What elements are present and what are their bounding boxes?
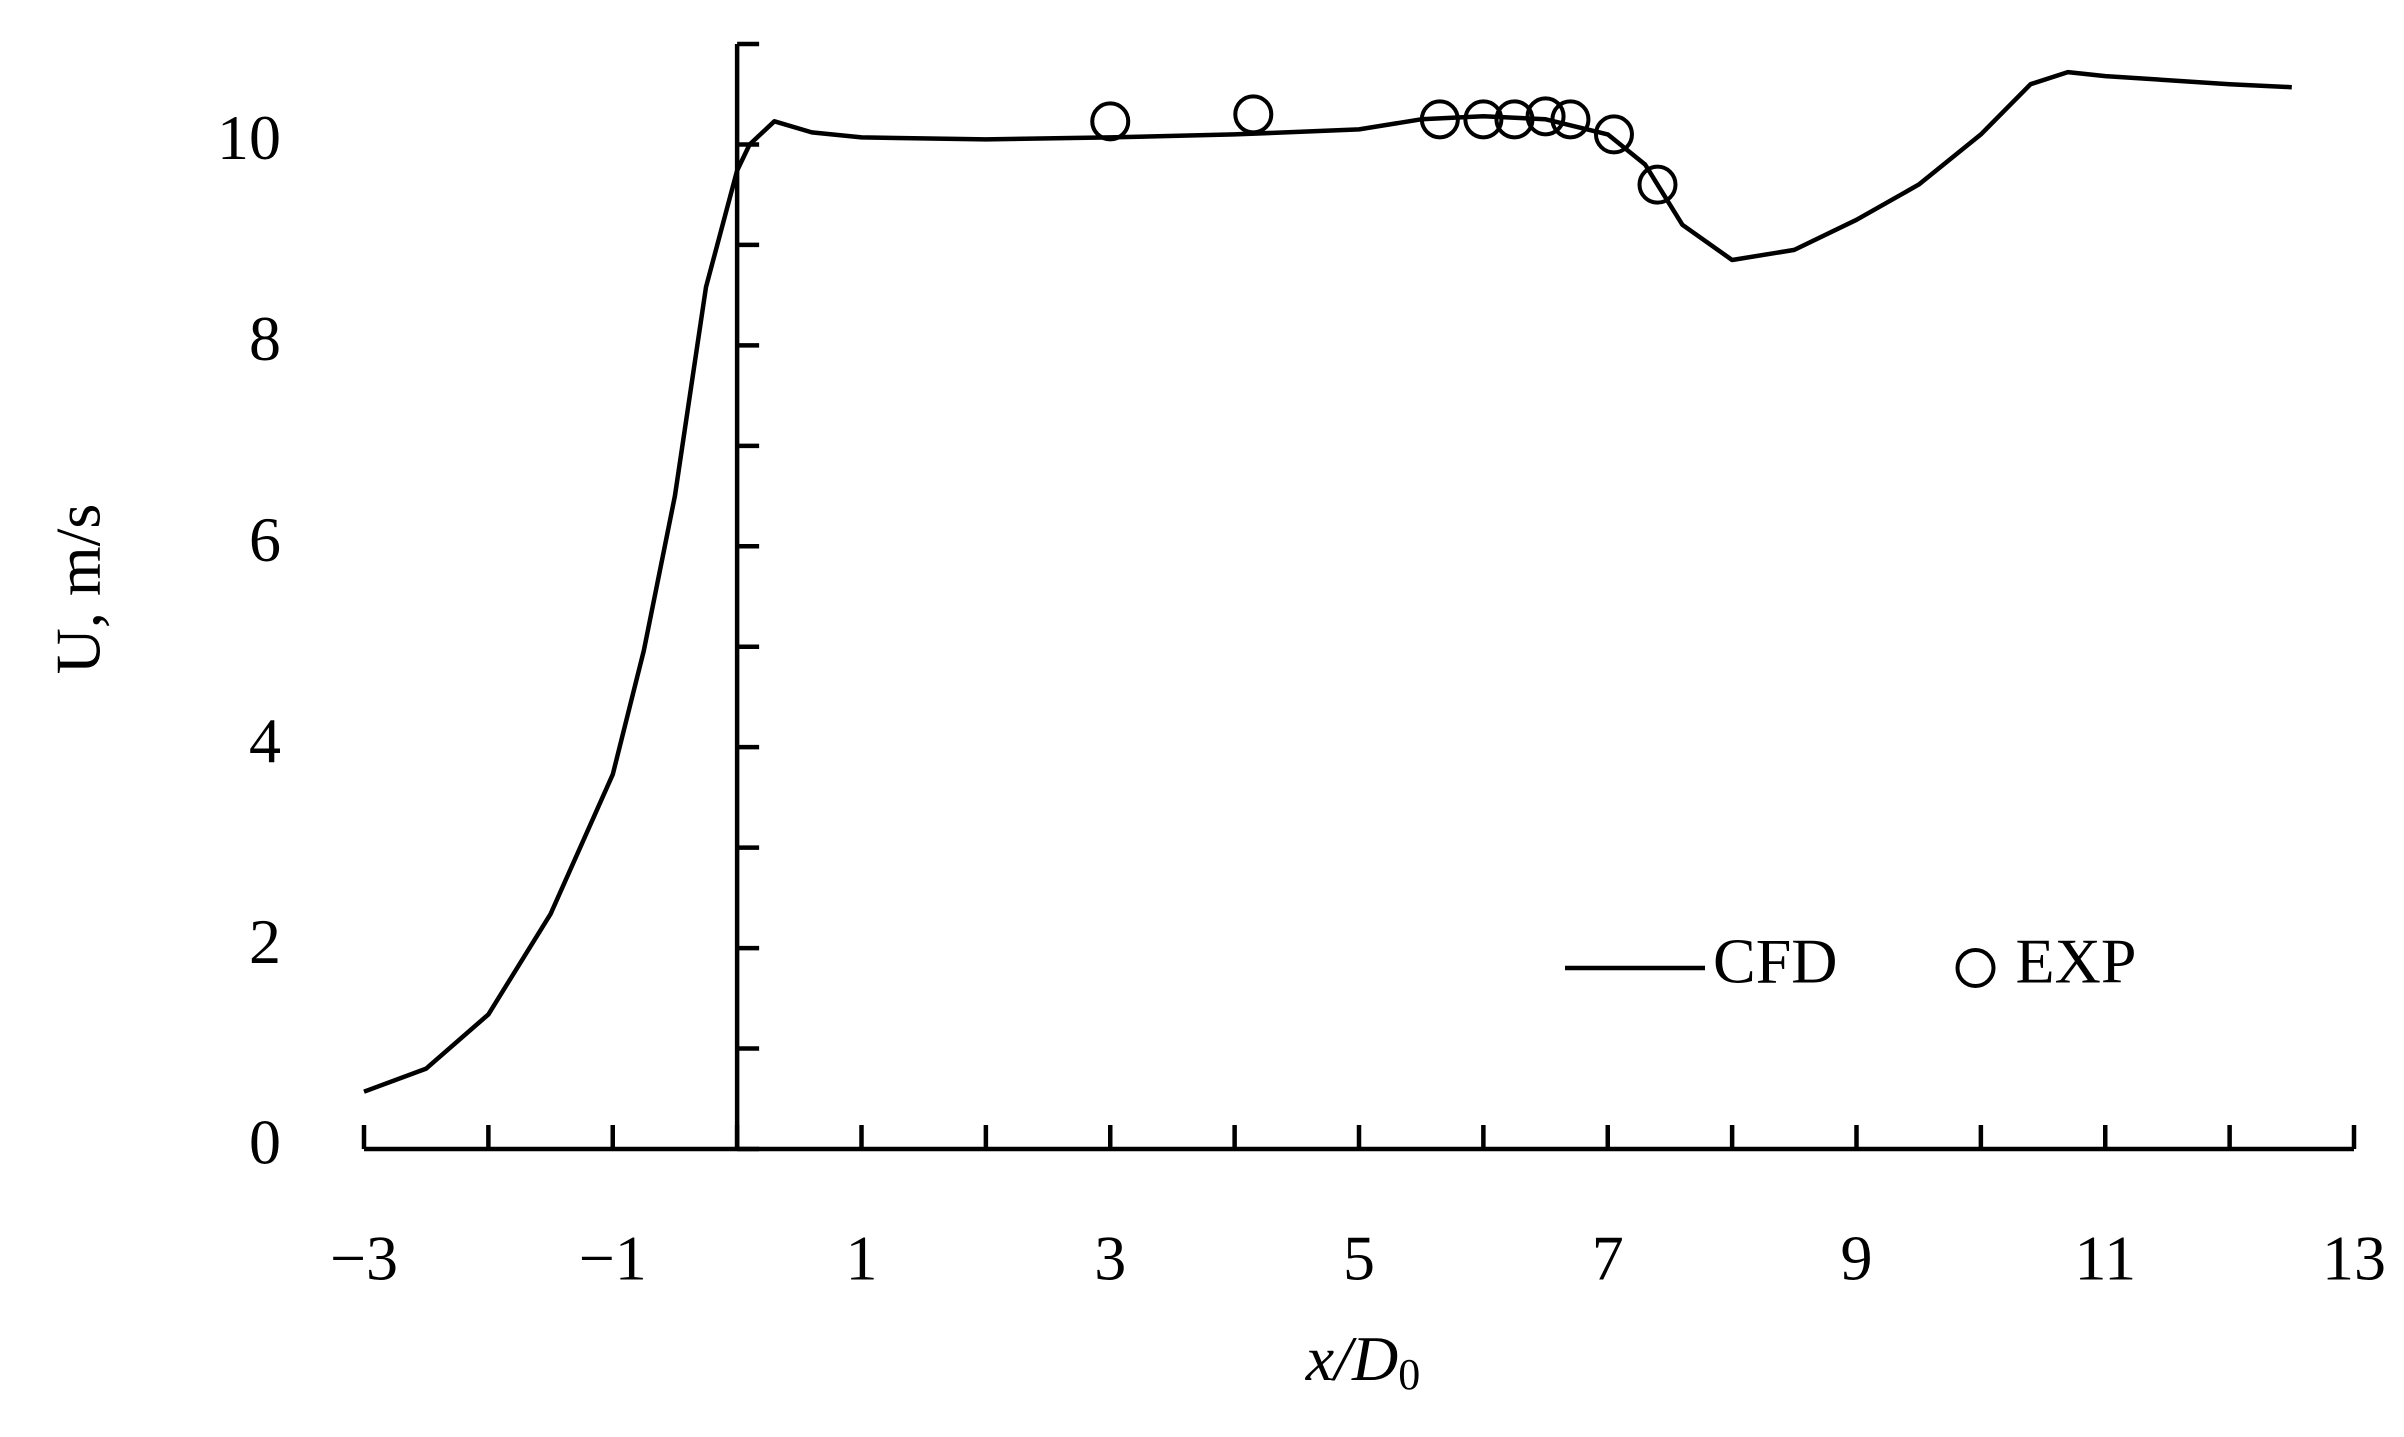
x-tick-label: 13 xyxy=(2322,1223,2386,1294)
exp-point xyxy=(1090,101,1131,142)
exp-point xyxy=(1550,99,1591,140)
x-axis-label-main: x/D xyxy=(1305,1323,1398,1394)
x-tick-label: 7 xyxy=(1592,1223,1624,1294)
exp-point xyxy=(1494,99,1535,140)
exp-point xyxy=(1233,94,1274,135)
y-tick-label: 8 xyxy=(249,303,281,374)
x-tick-label: 9 xyxy=(1841,1223,1873,1294)
legend-marker xyxy=(1955,948,1996,988)
x-tick-label: 1 xyxy=(846,1223,878,1294)
x-tick-label: 5 xyxy=(1343,1223,1375,1294)
x-tick-label: −3 xyxy=(330,1223,398,1294)
y-tick-label: 10 xyxy=(217,102,281,173)
exp-point xyxy=(1463,99,1504,140)
x-tick-label: 11 xyxy=(2074,1223,2136,1294)
exp-point xyxy=(1419,99,1460,140)
y-axis-label: U, m/s xyxy=(43,504,114,675)
exp-point xyxy=(1525,96,1566,137)
legend-label: EXP xyxy=(2016,926,2137,997)
x-tick-label: 3 xyxy=(1094,1223,1126,1294)
x-axis-label: x/D0 xyxy=(1305,1323,1420,1399)
x-axis-label-subscript: 0 xyxy=(1398,1350,1420,1399)
y-tick-label: 2 xyxy=(249,906,281,977)
y-tick-label: 0 xyxy=(249,1107,281,1178)
x-tick-label: −1 xyxy=(579,1223,647,1294)
legend-label: CFD xyxy=(1713,926,1838,997)
y-tick-label: 4 xyxy=(249,705,281,776)
y-tick-label: 6 xyxy=(249,504,281,575)
exp-point xyxy=(1637,164,1678,205)
exp-point xyxy=(1593,114,1634,155)
cfd-line xyxy=(363,69,2292,1094)
